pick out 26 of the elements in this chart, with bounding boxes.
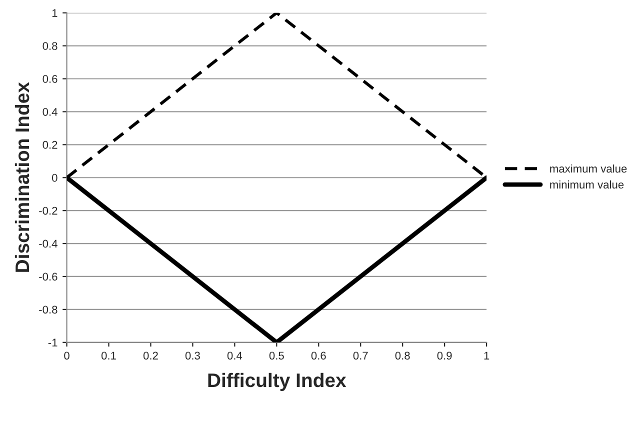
x-tick-label: 0.8 — [395, 352, 410, 360]
y-tick-label: -0.8 — [39, 306, 58, 314]
x-tick-label: 0.3 — [185, 352, 200, 360]
y-tick-label: 0.4 — [42, 108, 58, 116]
x-tick-label: 0 — [64, 352, 70, 360]
x-tick-label: 0.4 — [227, 352, 242, 360]
x-tick-label: 0.5 — [269, 352, 284, 360]
x-tick-label: 0.7 — [353, 352, 368, 360]
x-axis-title: Difficulty Index — [208, 372, 346, 392]
y-tick-label: 0.2 — [42, 140, 58, 149]
y-tick-label: -0.2 — [39, 206, 58, 215]
x-tick-label: 0.9 — [437, 352, 452, 360]
y-tick-label: -0.6 — [39, 272, 58, 281]
legend-label: maximum value — [550, 164, 627, 173]
x-tick-label: 0.2 — [143, 352, 158, 360]
y-tick-label: -0.4 — [39, 240, 58, 248]
y-axis-title: Discrimination Index — [14, 82, 30, 272]
legend-label: minimum value — [550, 180, 624, 189]
y-tick-label: 0.6 — [42, 75, 58, 83]
y-tick-label: 0 — [52, 174, 58, 182]
x-tick-label: 0.6 — [311, 352, 326, 360]
y-tick-label: 0.8 — [42, 42, 58, 50]
y-tick-label: -1 — [48, 338, 58, 346]
x-tick-label: 0.1 — [101, 352, 116, 360]
x-tick-label: 1 — [484, 352, 490, 360]
y-tick-label: 1 — [52, 9, 58, 17]
